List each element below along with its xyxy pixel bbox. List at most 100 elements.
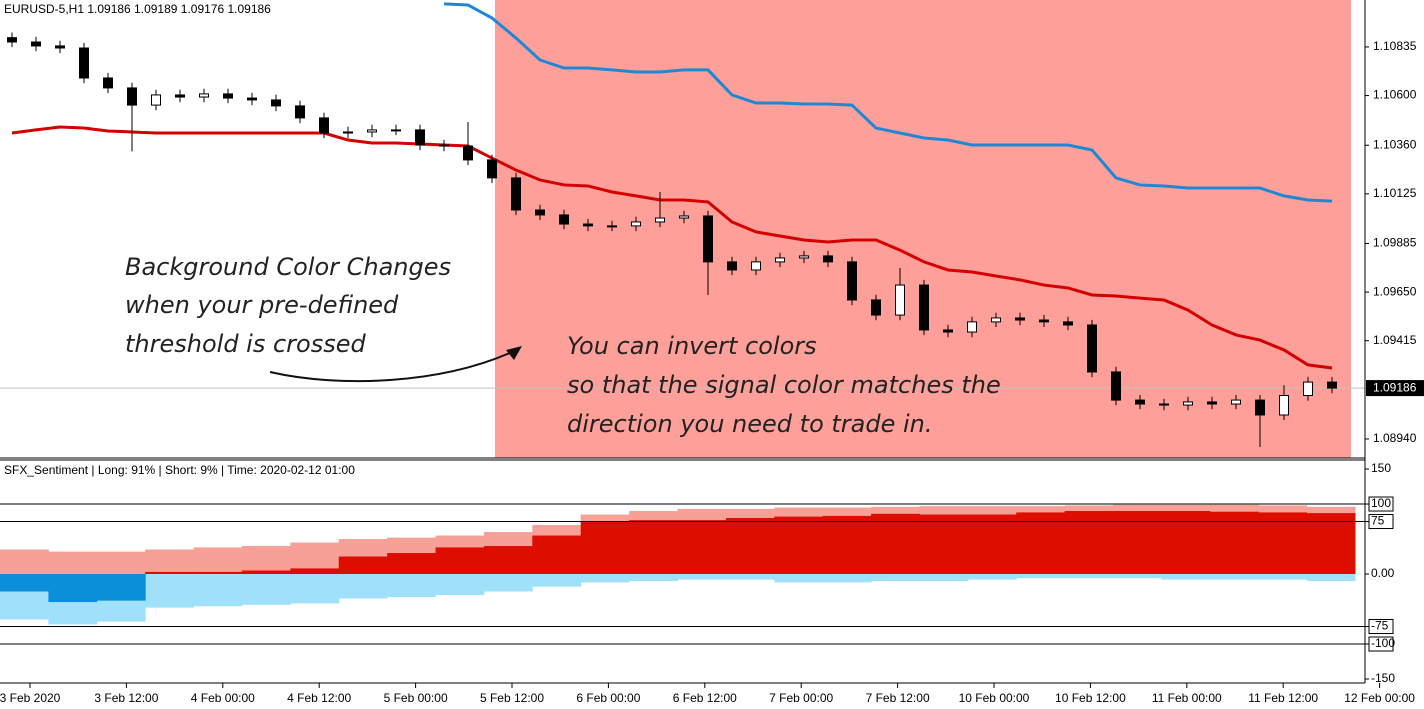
sentiment-step: [241, 570, 291, 575]
x-tick-label: 11 Feb 00:00: [1152, 691, 1222, 705]
sentiment-step: [1064, 574, 1114, 579]
annotations: Background Color Changes when your pre-d…: [125, 253, 1001, 438]
candle-body: [559, 214, 569, 225]
y-tick-label: 0.00: [1371, 566, 1395, 580]
sentiment-step: [483, 546, 533, 575]
y-tick-label: 1.10125: [1373, 186, 1417, 200]
sentiment-step: [919, 574, 969, 582]
price-panel: [0, 2, 1365, 448]
candle-body: [919, 284, 929, 331]
x-tick-label: 4 Feb 12:00: [287, 691, 351, 705]
candle-body: [1279, 395, 1289, 416]
x-tick-label: 10 Feb 12:00: [1055, 691, 1126, 705]
sentiment-step: [629, 574, 678, 582]
x-tick-label: 7 Feb 12:00: [866, 691, 930, 705]
candle-body: [727, 261, 737, 271]
level-label-box: [1368, 619, 1394, 635]
sentiment-step: [290, 568, 340, 575]
sentiment-step: [48, 551, 98, 575]
y-tick-label: 1.09415: [1373, 333, 1417, 347]
x-tick-label: 3 Feb 2020: [0, 691, 61, 705]
candle-body: [1135, 399, 1145, 405]
sentiment-step: [580, 574, 630, 583]
sentiment-step: [629, 520, 678, 575]
y-tick-label: 75: [1371, 514, 1385, 528]
sentiment-step: [338, 556, 388, 575]
candle-body: [511, 177, 521, 211]
current-price-box: [1366, 380, 1424, 397]
y-tick-label: 1.09650: [1373, 284, 1417, 298]
candle-body: [871, 299, 881, 316]
sentiment-step: [677, 520, 727, 575]
annotation: when your pre-defined: [125, 291, 399, 319]
candle-body: [319, 117, 329, 134]
sentiment-step: [387, 574, 437, 598]
sentiment-step: [1161, 511, 1211, 575]
candle-body: [991, 317, 1001, 323]
current-price-label: 1.09186: [1373, 380, 1417, 394]
sentiment-step: [919, 514, 969, 575]
candle-body: [655, 217, 665, 223]
candle-body: [247, 97, 257, 101]
sentiment-step: [774, 516, 824, 575]
sentiment-step: [145, 574, 195, 608]
candle-body: [967, 321, 977, 333]
candle-body: [439, 144, 449, 147]
x-tick-label: 4 Feb 00:00: [191, 691, 255, 705]
candle-body: [943, 329, 953, 333]
x-tick-label: 6 Feb 12:00: [673, 691, 737, 705]
sentiment-step: [96, 551, 146, 575]
annotation: Background Color Changes: [125, 253, 451, 281]
sentiment-step: [435, 574, 485, 596]
sentiment-step: [1209, 574, 1259, 580]
candle-body: [463, 145, 473, 161]
sentiment-step: [871, 513, 920, 575]
candle-body: [7, 37, 17, 43]
candle-body: [823, 255, 833, 263]
sentiment-step: [822, 515, 872, 575]
sentiment-step: [1258, 574, 1308, 580]
signal-background: [495, 0, 1351, 458]
candle-body: [1087, 324, 1097, 373]
sentiment-step: [290, 574, 340, 604]
candle-body: [799, 255, 809, 259]
candle-body: [679, 215, 689, 219]
arrow: [269, 351, 513, 383]
sentiment-step: [1306, 574, 1356, 582]
sentiment-step: [193, 574, 243, 607]
x-tick-label: 6 Feb 00:00: [576, 691, 640, 705]
candle-body: [271, 99, 281, 107]
y-tick-label: 150: [1371, 461, 1391, 475]
candle-body: [751, 261, 761, 271]
sentiment-step: [967, 574, 1017, 580]
annotation: so that the signal color matches the: [567, 371, 1001, 399]
chart-title: EURUSD-5,H1 1.09186 1.09189 1.09176 1.09…: [4, 2, 271, 16]
candle-body: [1111, 371, 1121, 401]
candle-body: [1231, 399, 1241, 405]
sentiment-step: [483, 574, 533, 592]
candle-body: [703, 215, 713, 263]
indicator-line: [11, 125, 1333, 370]
sentiment-step: [338, 574, 388, 599]
x-tick-label: 10 Feb 00:00: [959, 691, 1030, 705]
candle-body: [55, 45, 65, 49]
candle-body: [175, 94, 185, 98]
candle-body: [199, 93, 209, 98]
x-tick-label: 11 Feb 12:00: [1248, 691, 1318, 705]
sentiment-step: [967, 514, 1017, 575]
sentiment-step: [532, 535, 582, 575]
candle-body: [1327, 381, 1337, 389]
candle-body: [1015, 317, 1025, 321]
sentiment-step: [1064, 511, 1114, 575]
sentiment-step: [1209, 511, 1259, 575]
candle-body: [1207, 401, 1217, 405]
sentiment-step: [677, 574, 727, 580]
candle-body: [631, 221, 641, 227]
sentiment-step: [1306, 513, 1356, 575]
y-tick-label: 1.10600: [1373, 88, 1417, 102]
indicator-title: SFX_Sentiment | Long: 91% | Short: 9% | …: [4, 463, 355, 477]
candle-body: [367, 129, 377, 133]
y-tick-label: 1.08940: [1373, 431, 1417, 445]
